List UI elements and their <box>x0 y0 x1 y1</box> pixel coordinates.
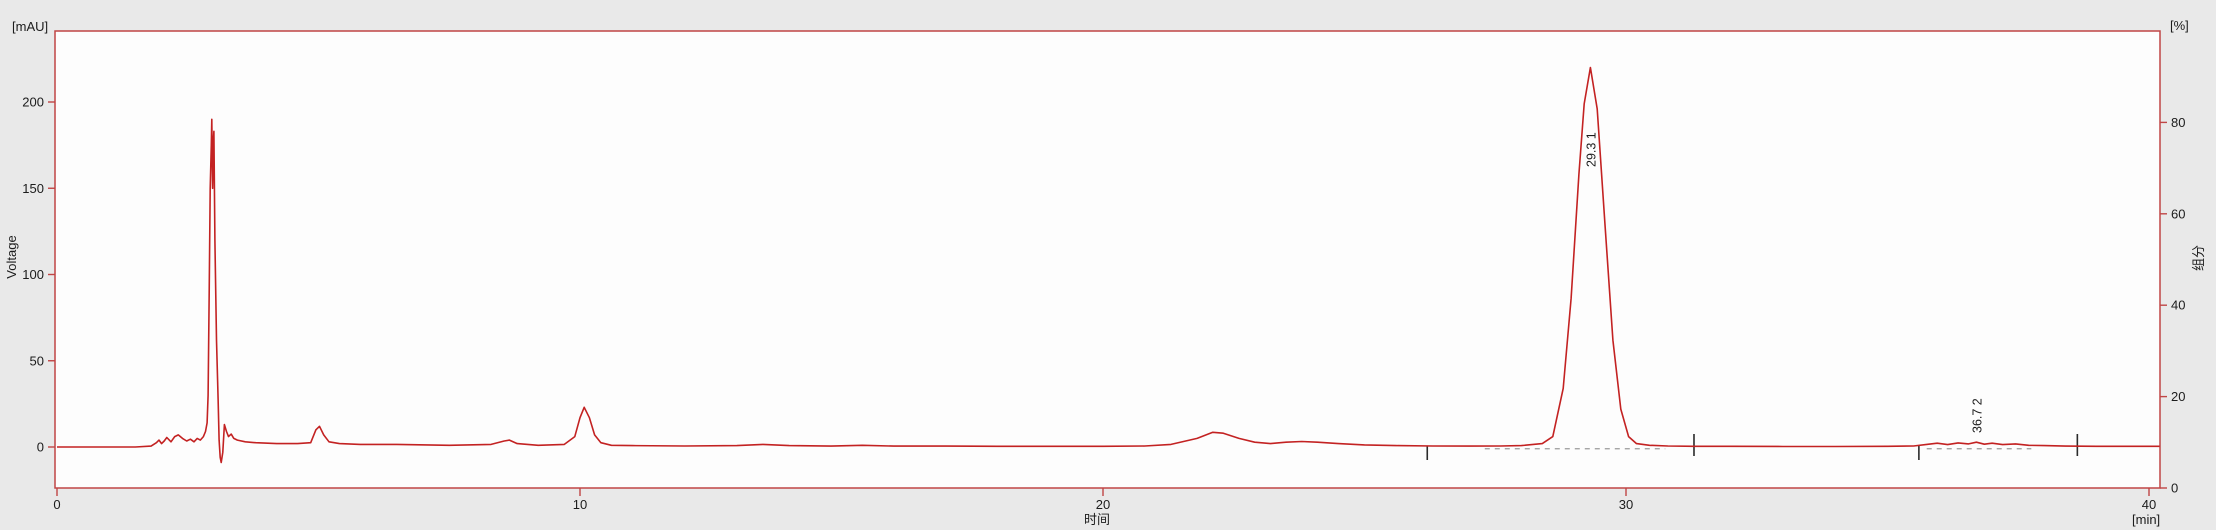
signal-trace <box>57 66 2160 464</box>
left-axis-unit-label: [mAU] <box>12 19 48 34</box>
y-right-tick-label: 60 <box>2171 206 2185 221</box>
left-axis-title: Voltage <box>4 235 19 278</box>
peak-label: 29.3 1 <box>1584 132 1598 167</box>
right-axis-title: 组分 <box>2191 245 2206 271</box>
x-tick-label: 30 <box>1619 497 1633 512</box>
plot-area[interactable] <box>54 30 2161 489</box>
y-right-tick-label: 80 <box>2171 115 2185 130</box>
peak-label: 36.7 2 <box>1970 398 1984 433</box>
y-right-tick-label: 0 <box>2171 481 2178 496</box>
x-tick-label: 40 <box>2142 497 2156 512</box>
y-left-tick-label: 100 <box>22 267 44 282</box>
x-tick-label: 10 <box>573 497 587 512</box>
y-right-tick-label: 40 <box>2171 298 2185 313</box>
x-axis-title: 时间 <box>1084 512 1110 527</box>
y-left-tick-label: 200 <box>22 95 44 110</box>
y-left-tick-label: 150 <box>22 181 44 196</box>
right-axis-unit-label: [%] <box>2170 18 2189 33</box>
x-tick-label: 0 <box>53 497 60 512</box>
x-axis-unit-label: [min] <box>2132 512 2160 527</box>
x-tick-label: 20 <box>1096 497 1110 512</box>
y-left-tick-label: 50 <box>30 353 44 368</box>
y-left-tick-label: 0 <box>37 440 44 455</box>
y-right-tick-label: 20 <box>2171 389 2185 404</box>
